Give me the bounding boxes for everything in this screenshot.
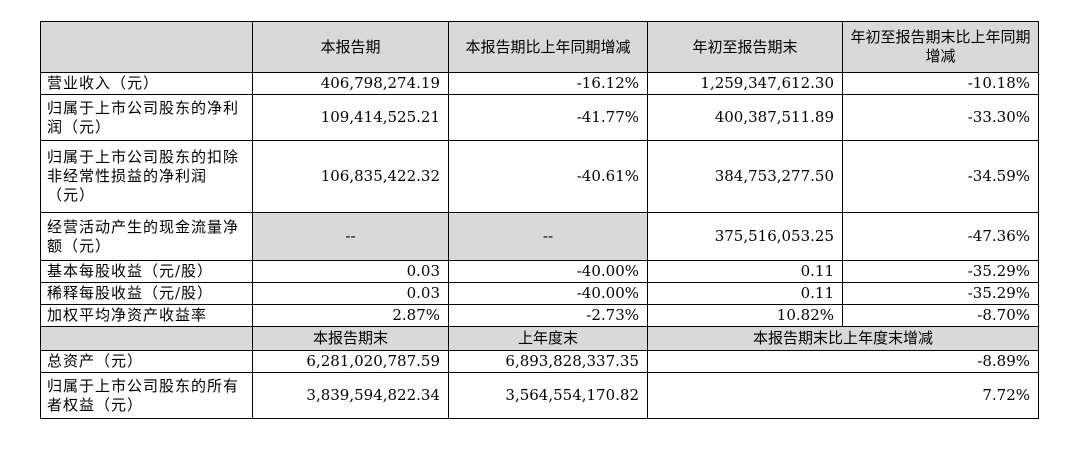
header-current-period-change: 本报告期比上年同期增减 [448,21,648,73]
table-row: 总资产（元） 6,281,020,787.59 6,893,828,337.35… [40,350,1039,373]
header-period-end: 本报告期末 [252,326,449,351]
cell-ytd: 0.11 [647,260,843,283]
row-label: 经营活动产生的现金流量净额（元） [40,212,253,261]
cell-ytd-change: -33.30% [842,94,1039,141]
cell-current-change: -41.77% [448,94,648,141]
row-label: 总资产（元） [40,350,253,373]
cell-ytd: 375,516,053.25 [647,212,843,261]
header-row: 本报告期 本报告期比上年同期增减 年初至报告期末 年初至报告期末比上年同期增减 [40,21,1039,73]
cell-current-period: 109,414,525.21 [252,94,449,141]
header2-blank-cell [40,326,253,351]
table-row: 营业收入（元） 406,798,274.19 -16.12% 1,259,347… [40,72,1039,95]
cell-current-period: 0.03 [252,260,449,283]
cell-current-period: -- [252,212,449,261]
row-label: 归属于上市公司股东的所有者权益（元） [40,372,253,419]
key-financial-data-table: 本报告期 本报告期比上年同期增减 年初至报告期末 年初至报告期末比上年同期增减 … [40,21,1039,419]
cell-current-period: 0.03 [252,282,449,305]
cell-current-change: -40.00% [448,260,648,283]
cell-ytd-change: -35.29% [842,260,1039,283]
table-row: 归属于上市公司股东的扣除非经常性损益的净利润（元） 106,835,422.32… [40,140,1039,213]
cell-ytd: 400,387,511.89 [647,94,843,141]
cell-period-end-change: 7.72% [647,372,1039,419]
header-row-2: 本报告期末 上年度末 本报告期末比上年度末增减 [40,326,1039,351]
cell-period-end-change: -8.89% [647,350,1039,373]
cell-current-period: 406,798,274.19 [252,72,449,95]
cell-ytd: 10.82% [647,304,843,327]
cell-current-period: 2.87% [252,304,449,327]
row-label: 归属于上市公司股东的扣除非经常性损益的净利润（元） [40,140,253,213]
cell-current-change: -40.00% [448,282,648,305]
cell-current-change: -40.61% [448,140,648,213]
table-row: 加权平均净资产收益率 2.87% -2.73% 10.82% -8.70% [40,304,1039,327]
cell-ytd: 1,259,347,612.30 [647,72,843,95]
row-label: 加权平均净资产收益率 [40,304,253,327]
row-label: 稀释每股收益（元/股） [40,282,253,305]
cell-ytd-change: -8.70% [842,304,1039,327]
header-current-period: 本报告期 [252,21,449,73]
cell-period-end: 3,839,594,822.34 [252,372,449,419]
cell-ytd-change: -35.29% [842,282,1039,305]
cell-current-period: 106,835,422.32 [252,140,449,213]
cell-prior-year-end: 3,564,554,170.82 [448,372,648,419]
cell-prior-year-end: 6,893,828,337.35 [448,350,648,373]
header-period-end-change: 本报告期末比上年度末增减 [647,326,1039,351]
cell-current-change: -- [448,212,648,261]
cell-ytd: 384,753,277.50 [647,140,843,213]
cell-current-change: -2.73% [448,304,648,327]
table-row: 经营活动产生的现金流量净额（元） -- -- 375,516,053.25 -4… [40,212,1039,261]
header-blank-cell [40,21,253,73]
table-row: 基本每股收益（元/股） 0.03 -40.00% 0.11 -35.29% [40,260,1039,283]
financial-table-container: 本报告期 本报告期比上年同期增减 年初至报告期末 年初至报告期末比上年同期增减 … [40,21,1039,419]
table-row: 稀释每股收益（元/股） 0.03 -40.00% 0.11 -35.29% [40,282,1039,305]
header-ytd: 年初至报告期末 [647,21,843,73]
row-label: 营业收入（元） [40,72,253,95]
row-label: 基本每股收益（元/股） [40,260,253,283]
cell-ytd-change: -47.36% [842,212,1039,261]
cell-current-change: -16.12% [448,72,648,95]
cell-ytd-change: -34.59% [842,140,1039,213]
table-row: 归属于上市公司股东的净利润（元） 109,414,525.21 -41.77% … [40,94,1039,141]
cell-ytd: 0.11 [647,282,843,305]
header-prior-year-end: 上年度末 [448,326,648,351]
table-row: 归属于上市公司股东的所有者权益（元） 3,839,594,822.34 3,56… [40,372,1039,419]
row-label: 归属于上市公司股东的净利润（元） [40,94,253,141]
header-ytd-change: 年初至报告期末比上年同期增减 [842,21,1039,73]
cell-period-end: 6,281,020,787.59 [252,350,449,373]
cell-ytd-change: -10.18% [842,72,1039,95]
